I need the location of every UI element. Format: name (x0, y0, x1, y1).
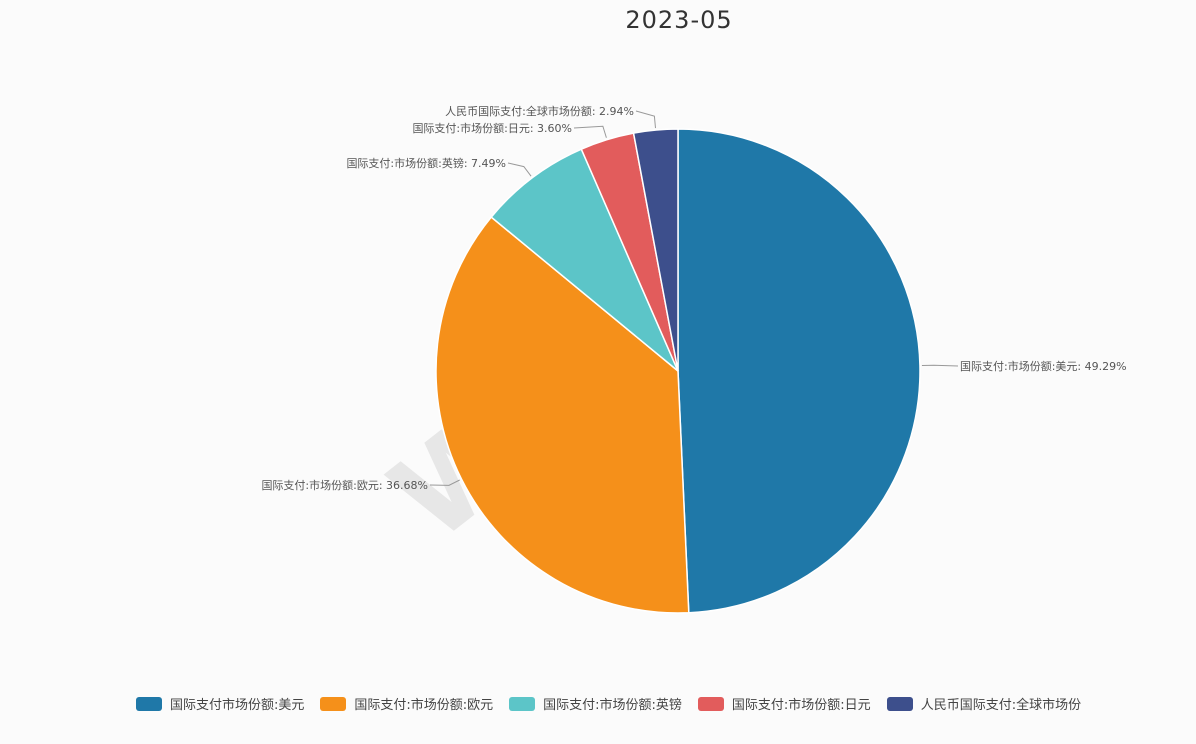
legend-item-3[interactable]: 国际支付:市场份额:日元 (697, 694, 871, 713)
slice-leader-line-4 (635, 110, 656, 129)
legend-swatch-3 (697, 696, 724, 711)
legend: 国际支付市场份额:美元 国际支付:市场份额:欧元 国际支付:市场份额:英镑 国际支付:… (136, 694, 1081, 713)
slice-label-3: 国际支付:市场份额:日元: 3.60% (412, 121, 572, 135)
legend-label-0: 国际支付市场份额:美元 (170, 698, 305, 713)
legend-label-3: 国际支付:市场份额:日元 (731, 698, 871, 713)
legend-swatch-2 (509, 696, 536, 711)
pie-slice-1[interactable] (435, 216, 690, 614)
slice-label-4: 人民币国际支付:全球市场份额: 2.94% (445, 104, 634, 118)
legend-label-2: 国际支付:市场份额:英镑 (543, 698, 682, 713)
slice-label-2: 国际支付:市场份额:英镑: 7.49% (346, 156, 506, 170)
pie-slice-0[interactable] (677, 128, 921, 614)
legend-swatch-0 (136, 696, 162, 711)
pie-slice-2[interactable] (490, 148, 679, 372)
slice-leader-line-1 (429, 479, 460, 486)
legend-item-0[interactable]: 国际支付市场份额:美元 (136, 694, 304, 713)
legend-swatch-4 (886, 696, 913, 711)
slice-label-0: 国际支付:市场份额:美元: 49.29% (960, 359, 1127, 373)
legend-item-4[interactable]: 人民币国际支付:全球市场份 (886, 694, 1082, 713)
slice-leader-line-3 (573, 125, 607, 138)
slice-leader-line-2 (507, 162, 532, 177)
chart-title: 2023-05 (625, 6, 733, 34)
legend-swatch-1 (320, 696, 347, 711)
legend-item-2[interactable]: 国际支付:市场份额:英镑 (509, 694, 682, 713)
slice-leader-line-0 (921, 364, 959, 367)
slice-label-1: 国际支付:市场份额:欧元: 36.68% (261, 478, 428, 492)
pie-slice-4[interactable] (632, 128, 679, 372)
legend-item-1[interactable]: 国际支付:市场份额:欧元 (320, 694, 493, 713)
legend-label-1: 国际支付:市场份额:欧元 (354, 698, 494, 713)
legend-label-4: 人民币国际支付:全球市场份 (920, 698, 1082, 713)
